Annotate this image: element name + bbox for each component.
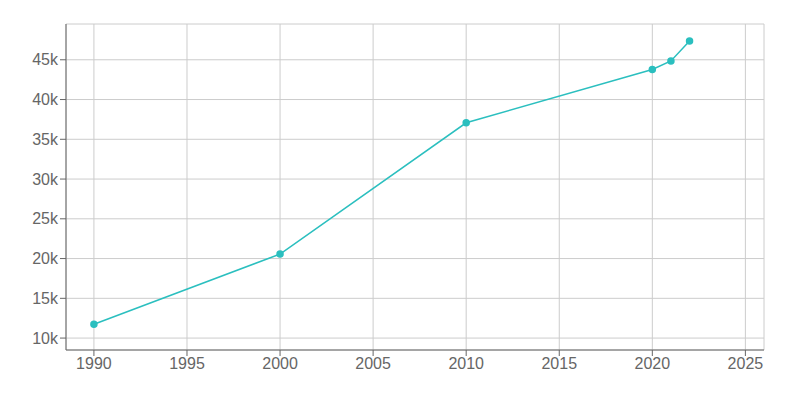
svg-text:1995: 1995 <box>169 355 205 372</box>
svg-text:1990: 1990 <box>76 355 112 372</box>
svg-text:15k: 15k <box>32 290 59 307</box>
svg-text:2005: 2005 <box>355 355 391 372</box>
svg-text:25k: 25k <box>32 210 59 227</box>
svg-text:40k: 40k <box>32 91 59 108</box>
svg-text:2020: 2020 <box>635 355 671 372</box>
svg-text:45k: 45k <box>32 51 59 68</box>
svg-text:2010: 2010 <box>448 355 484 372</box>
svg-text:2000: 2000 <box>262 355 298 372</box>
svg-text:30k: 30k <box>32 171 59 188</box>
svg-text:10k: 10k <box>32 330 59 347</box>
svg-text:2015: 2015 <box>541 355 577 372</box>
svg-text:35k: 35k <box>32 131 59 148</box>
svg-text:20k: 20k <box>32 250 59 267</box>
svg-text:2025: 2025 <box>728 355 764 372</box>
